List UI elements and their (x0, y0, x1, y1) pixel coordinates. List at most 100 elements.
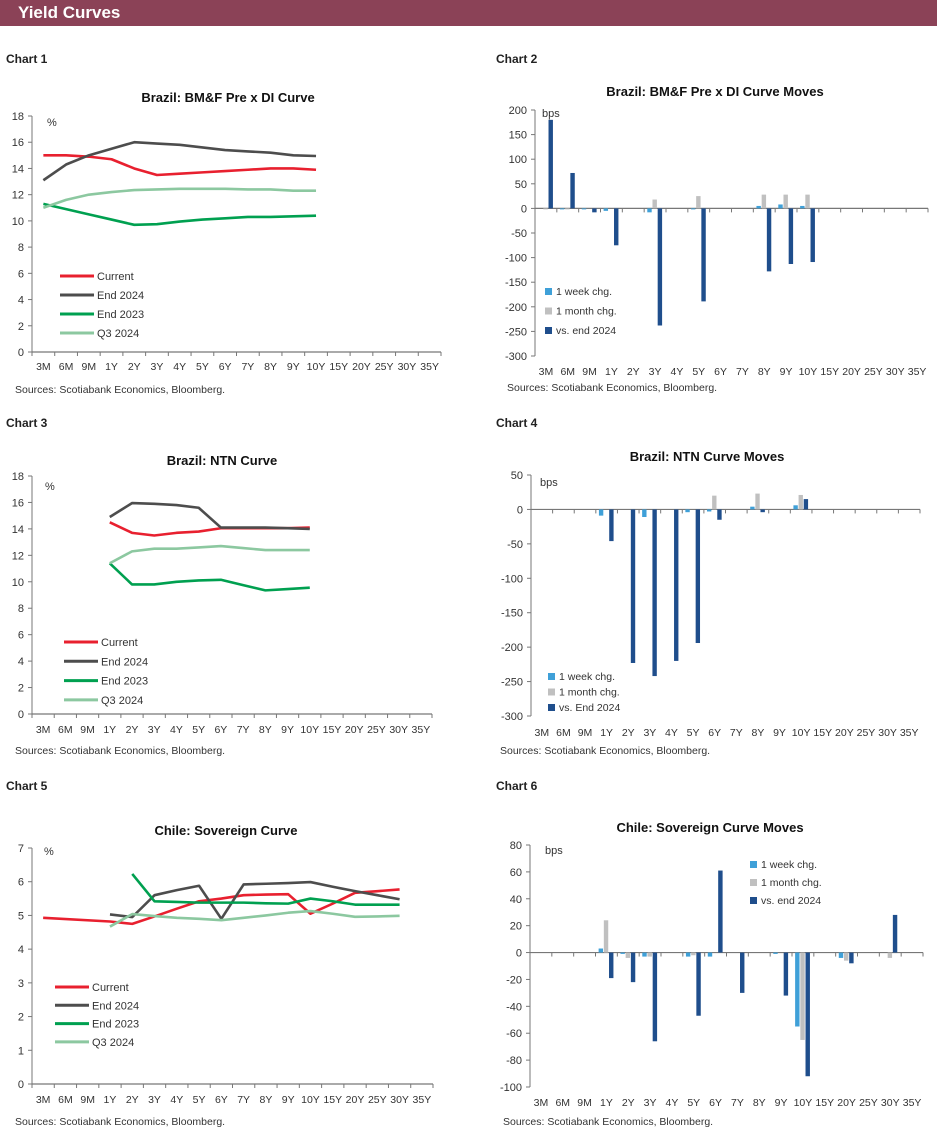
bar-end-2Y (630, 952, 636, 983)
y-tick-label: 50 (515, 179, 527, 191)
y-tick-label: -250 (505, 326, 527, 338)
x-tick-label: 9M (82, 361, 97, 373)
x-tick-label: 10Y (300, 724, 319, 736)
x-tick-label: 8Y (751, 727, 764, 739)
y-unit-label: % (44, 846, 54, 858)
chart-5: Chile: Sovereign Curve% 0 1 2 3 4 5 6 7 3M 6M 9M 1Y 2… (15, 823, 434, 1128)
x-tick-label: 5Y (193, 1094, 206, 1106)
series-line-end-2023 (131, 873, 400, 906)
x-tick-label: 7Y (241, 361, 254, 373)
x-tick-label: 2Y (627, 366, 640, 378)
legend-swatch (750, 861, 757, 868)
x-tick-label: 20Y (837, 1097, 856, 1109)
x-tick-label: 20Y (352, 361, 371, 373)
x-tick-label: 3M (534, 1097, 549, 1109)
y-tick-label: 2 (18, 321, 24, 333)
x-tick-label: 20Y (345, 724, 364, 736)
legend-label: 1 month chg. (556, 306, 617, 318)
chart-6-label: Chart 6 (496, 779, 538, 793)
bar-end-10Y (810, 208, 815, 263)
legend-label: End 2023 (101, 676, 148, 688)
legend-label: End 2024 (101, 656, 148, 668)
x-tick-label: 9Y (773, 727, 786, 739)
x-tick-label: 10Y (301, 1094, 320, 1106)
y-tick-label: 80 (510, 840, 522, 852)
x-tick-label: 6Y (215, 1094, 228, 1106)
bar-end-5Y (695, 509, 701, 644)
x-tick-label: 3M (535, 727, 550, 739)
x-tick-label: 1Y (600, 1097, 613, 1109)
x-tick-label: 35Y (420, 361, 439, 373)
series-line-end-2024 (109, 880, 400, 921)
x-tick-label: 25Y (368, 1094, 387, 1106)
chart-4-label: Chart 4 (496, 416, 538, 430)
chart-4: Brazil: NTN Curve Moves bps -300 -250 -200 -1… (500, 449, 921, 757)
bar-end-3M (548, 119, 553, 209)
legend-label: Current (101, 637, 138, 649)
legend-swatch (545, 288, 552, 295)
chart-3: Brazil: NTN Curve% 0 2 4 6 8 10 12 14 16 18 3M 6M 9M 1… (12, 453, 433, 757)
legend-label: 1 week chg. (556, 286, 612, 298)
x-tick-label: 10Y (307, 361, 326, 373)
y-tick-label: 14 (12, 524, 24, 536)
bar-week-6Y (707, 952, 713, 957)
x-tick-label: 15Y (323, 724, 342, 736)
series-line-end-2023 (43, 202, 317, 227)
bar-week-8Y (756, 205, 761, 209)
x-tick-label: 1Y (605, 366, 618, 378)
x-tick-label: 2Y (126, 1094, 139, 1106)
x-tick-label: 25Y (367, 724, 386, 736)
x-tick-label: 6M (555, 1097, 570, 1109)
bar-end-9M (592, 208, 597, 213)
x-tick-label: 15Y (820, 366, 839, 378)
x-tick-label: 2Y (126, 724, 139, 736)
legend-label: Current (92, 982, 129, 994)
chart-title: Chile: Sovereign Curve Moves (616, 820, 803, 835)
x-tick-label: 9M (80, 1094, 95, 1106)
x-tick-label: 1Y (600, 727, 613, 739)
y-tick-label: -50 (507, 539, 523, 551)
x-tick-label: 9Y (775, 1097, 788, 1109)
bar-month-10Y (798, 494, 803, 510)
x-tick-label: 30Y (390, 1094, 409, 1106)
y-tick-label: 200 (509, 105, 527, 117)
chart-2-label: Chart 2 (496, 52, 538, 66)
y-tick-label: 50 (511, 470, 523, 482)
x-tick-label: 15Y (813, 727, 832, 739)
bar-week-5Y (685, 952, 691, 957)
bar-end-6Y (718, 870, 723, 953)
bar-week-8Y (750, 506, 755, 510)
bar-week-9Y (778, 204, 783, 209)
x-tick-label: 30Y (389, 724, 408, 736)
y-unit-label: bps (545, 845, 563, 857)
y-tick-label: 14 (12, 163, 24, 175)
bar-month-5Y (696, 196, 701, 209)
legend-label: Current (97, 271, 134, 283)
bar-end-8Y (760, 509, 765, 513)
legend-label: 1 month chg. (761, 877, 822, 889)
x-tick-label: 4Y (670, 366, 683, 378)
y-tick-label: 20 (510, 921, 522, 933)
bar-week-1Y (598, 509, 604, 516)
bar-week-1Y (603, 208, 609, 211)
chart-1-label: Chart 1 (6, 52, 48, 66)
x-tick-label: 6M (58, 1094, 73, 1106)
bar-end-6M (570, 172, 575, 209)
x-tick-label: 2Y (128, 361, 141, 373)
x-tick-label: 7Y (736, 366, 749, 378)
y-tick-label: -100 (500, 1082, 522, 1094)
y-tick-label: 4 (18, 295, 24, 307)
y-tick-label: 2 (18, 683, 24, 695)
y-unit-label: % (45, 481, 55, 493)
legend-swatch (548, 688, 555, 696)
y-unit-label: bps (540, 477, 558, 489)
x-tick-label: 8Y (259, 1094, 272, 1106)
x-tick-label: 3M (36, 361, 51, 373)
bar-month-2Y (625, 952, 631, 958)
x-tick-label: 30Y (878, 727, 897, 739)
x-tick-label: 9Y (282, 1094, 295, 1106)
x-tick-label: 35Y (903, 1097, 922, 1109)
x-tick-label: 15Y (323, 1094, 342, 1106)
bar-week-9Y (773, 952, 778, 954)
